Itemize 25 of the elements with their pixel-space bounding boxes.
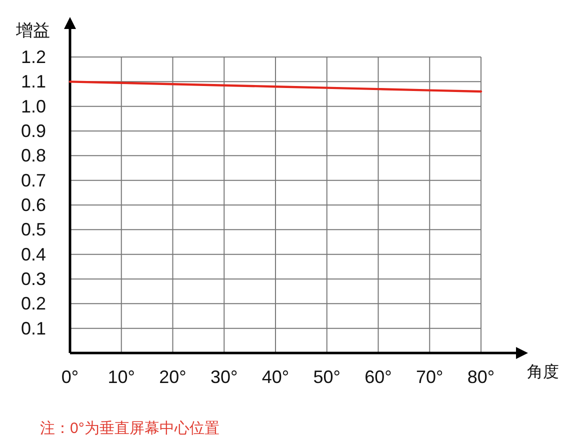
x-axis-title: 角度 [527, 363, 559, 381]
x-tick-label: 60° [364, 367, 392, 387]
x-tick-label: 10° [108, 367, 135, 387]
y-tick-label: 1.0 [20, 96, 46, 116]
y-tick-label: 0.4 [20, 244, 46, 264]
x-tick-label: 30° [210, 367, 238, 387]
y-tick-label: 0.5 [20, 220, 46, 240]
x-tick-label: 70° [416, 367, 444, 387]
x-tick-label: 50° [313, 367, 340, 387]
x-tick-label: 20° [159, 367, 186, 387]
y-axis-title: 增益 [15, 21, 50, 40]
y-tick-label: 0.2 [20, 294, 46, 314]
x-tick-label: 80° [467, 367, 495, 387]
y-tick-label: 0.6 [20, 195, 46, 215]
line-series [68, 80, 482, 93]
y-tick-label: 0.8 [20, 146, 46, 166]
y-tick-label: 0.1 [20, 318, 46, 338]
y-tick-label: 0.7 [20, 170, 46, 190]
y-tick-label: 0.3 [20, 269, 46, 289]
y-tick-label: 1.1 [20, 72, 46, 92]
y-tick-label: 1.2 [20, 47, 46, 67]
x-tick-label: 40° [262, 367, 290, 387]
y-tick-label: 0.9 [20, 121, 46, 141]
x-tick-label: 0° [61, 367, 79, 387]
text: 注：0°为垂直屏幕中心位置 [40, 420, 220, 437]
